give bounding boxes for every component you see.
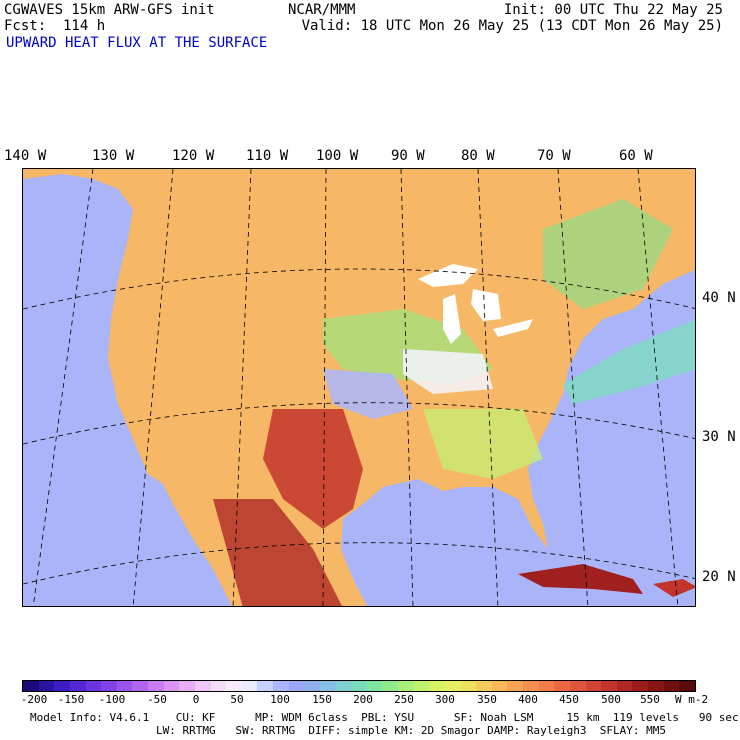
mexico-hot-region: [213, 499, 342, 606]
colorbar-segment: [663, 681, 680, 691]
colorbar-tick-label: 550: [640, 693, 660, 706]
colorbar-tick-label: 150: [312, 693, 332, 706]
colorbar-segment: [304, 681, 320, 691]
colorbar-tick-label: 250: [394, 693, 414, 706]
lake-superior: [418, 264, 478, 287]
colorbar-segment: [616, 681, 633, 691]
colorbar-segment: [257, 681, 273, 691]
colorbar-tick-label: -50: [147, 693, 167, 706]
colorbar-segment: [319, 681, 336, 691]
colorbar-segment: [116, 681, 133, 691]
colorbar-segment: [69, 681, 86, 691]
lon-label: 70 W: [537, 148, 571, 164]
colorbar-segment: [507, 681, 523, 691]
colorbar-tick-label: 0: [192, 693, 200, 706]
graticule: [23, 169, 695, 606]
heat-flux-map: [22, 168, 696, 607]
colorbar-segment: [273, 681, 289, 691]
colorbar-segment: [241, 681, 258, 691]
lake-erie: [493, 319, 533, 337]
colorbar-tick-label: 300: [435, 693, 455, 706]
lake-huron: [471, 289, 501, 321]
colorbar-segment: [648, 681, 664, 691]
colorbar-tick-label: 200: [353, 693, 373, 706]
colorbar-segment: [54, 681, 70, 691]
colorbar-segment: [491, 681, 508, 691]
colorbar-segment: [23, 681, 39, 691]
colorbar-segment: [601, 681, 617, 691]
hispaniola: [653, 579, 695, 597]
colorbar-tick-label: 400: [518, 693, 538, 706]
colorbar-labels: -200 -150 -100 -50 0 50 100 150 200 250 …: [0, 693, 740, 707]
northeast-green-region: [543, 199, 673, 309]
colorbar-segment: [679, 681, 695, 691]
colorbar-segment: [585, 681, 602, 691]
colorbar-segment: [632, 681, 648, 691]
colorbar-tick-label: 50: [230, 693, 244, 706]
colorbar-segment: [163, 681, 180, 691]
lon-label: 110 W: [246, 148, 289, 164]
model-info-line1: Model Info: V4.6.1 CU: KF MP: WDM 6class…: [30, 711, 739, 724]
colorbar-segment: [179, 681, 195, 691]
colorbar-tick-label: -150: [57, 693, 85, 706]
lon-label: 60 W: [619, 148, 653, 164]
lon-label: 140 W: [4, 148, 47, 164]
colorbar-segment: [226, 681, 242, 691]
colorbar-segment: [288, 681, 305, 691]
lat-label: 40 N: [702, 290, 736, 306]
colorbar-segment: [382, 681, 398, 691]
init-time: Init: 00 UTC Thu 22 May 25: [503, 2, 723, 18]
field-title: UPWARD HEAT FLUX AT THE SURFACE: [6, 35, 268, 51]
colorbar-segment: [210, 681, 227, 691]
map-canvas: [23, 169, 695, 606]
colorbar-segment: [101, 681, 117, 691]
midwest-white-region: [403, 349, 493, 394]
colorbar-tick-label: 500: [601, 693, 621, 706]
colorbar-segment: [429, 681, 445, 691]
colorbar-segment: [194, 681, 211, 691]
forecast-hour: Fcst: 114 h: [4, 18, 106, 34]
lon-label: 130 W: [92, 148, 135, 164]
southeast-green-region: [423, 409, 543, 479]
colorbar-segment: [444, 681, 461, 691]
colorbar-segment: [38, 681, 55, 691]
lon-label: 80 W: [461, 148, 495, 164]
colorbar-tick-label: 350: [477, 693, 497, 706]
lon-label: 120 W: [172, 148, 215, 164]
colorbar-segment: [398, 681, 414, 691]
colorbar-segment: [335, 681, 352, 691]
colorbar-tick-label: -200: [20, 693, 48, 706]
colorbar-segment: [413, 681, 430, 691]
colorbar-tick-label: 100: [270, 693, 290, 706]
colorbar-segment: [460, 681, 477, 691]
colorbar-segment: [538, 681, 555, 691]
colorbar-segment: [148, 681, 164, 691]
colorbar-segment: [476, 681, 492, 691]
lon-label: 90 W: [391, 148, 425, 164]
colorbar-segment: [569, 681, 586, 691]
source-label: NCAR/MMM: [288, 2, 356, 18]
plains-cool-region: [323, 369, 413, 419]
texas-hot-region: [263, 409, 363, 529]
lake-michigan: [443, 294, 461, 344]
colorbar-segment: [85, 681, 102, 691]
lat-label: 30 N: [702, 429, 736, 445]
lat-label: 20 N: [702, 569, 736, 585]
colorbar-segment: [523, 681, 539, 691]
model-title: CGWAVES 15km ARW-GFS init: [4, 2, 215, 18]
colorbar-segment: [351, 681, 367, 691]
colorbar-unit: W m-2: [675, 693, 709, 706]
colorbar-segment: [366, 681, 383, 691]
valid-time: Valid: 18 UTC Mon 26 May 25 (13 CDT Mon …: [301, 18, 723, 34]
colorbar-segment: [132, 681, 148, 691]
lon-label: 100 W: [316, 148, 359, 164]
model-info-line2: LW: RRTMG SW: RRTMG DIFF: simple KM: 2D …: [156, 724, 666, 737]
colorbar-tick-label: -100: [98, 693, 126, 706]
colorbar: [22, 680, 696, 692]
colorbar-tick-label: 450: [559, 693, 579, 706]
cuba: [518, 564, 643, 594]
colorbar-segment: [554, 681, 570, 691]
atlantic-plume: [563, 319, 695, 404]
